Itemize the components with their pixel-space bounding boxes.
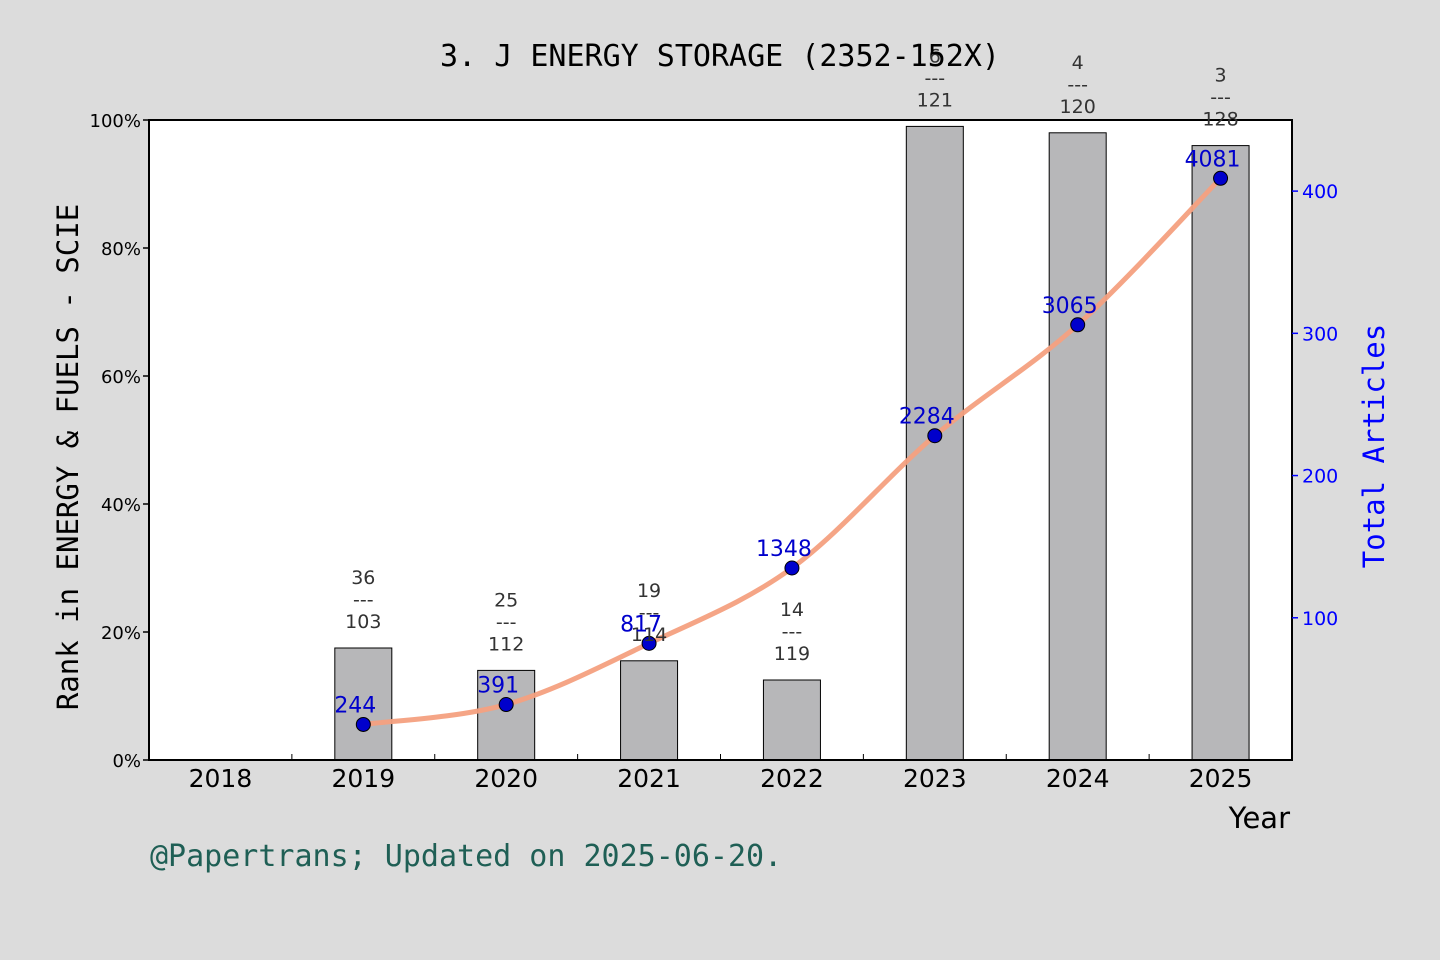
- rank-label-separator: ---: [496, 611, 517, 633]
- rank-label-separator: ---: [639, 602, 660, 624]
- rank-label-total: 128: [1202, 109, 1238, 131]
- rank-label-separator: ---: [1067, 74, 1088, 96]
- point-label-2024: 3065: [1042, 294, 1098, 319]
- line-layer: [355, 170, 1229, 732]
- rank-label-total: 120: [1060, 96, 1096, 118]
- x-tick-label-2018: 2018: [189, 764, 253, 793]
- left-tick-label: 0%: [112, 751, 141, 772]
- x-tick-label-2019: 2019: [332, 764, 396, 793]
- right-tick-label: 200: [1302, 466, 1338, 488]
- left-tick-label: 40%: [101, 495, 141, 516]
- left-tick-label: 100%: [90, 111, 141, 132]
- x-tick-label-2022: 2022: [760, 764, 824, 793]
- x-axis-label: Year: [1228, 801, 1290, 835]
- rank-label-total: 103: [345, 611, 381, 633]
- bar-2024: [1048, 132, 1107, 761]
- rank-label-total: 119: [774, 643, 810, 665]
- bar-2020: [477, 669, 536, 761]
- rank-label-separator: ---: [353, 589, 374, 611]
- x-tick-label-2024: 2024: [1046, 764, 1110, 793]
- rank-label-separator: ---: [782, 621, 803, 643]
- x-tick-label-2025: 2025: [1189, 764, 1253, 793]
- x-tick-label-2023: 2023: [903, 764, 967, 793]
- chart-title: 3. J ENERGY STORAGE (2352-152X): [440, 39, 1000, 74]
- left-axis: 0% 20% 40% 60% 80% 100%: [90, 111, 149, 772]
- rank-label-rank: 6: [929, 45, 941, 67]
- rank-label-total: 114: [631, 624, 667, 646]
- point-2021: [641, 635, 657, 651]
- y-axis-right-label: Total Articles: [1357, 324, 1391, 568]
- right-axis: 100 200 300 400: [1292, 181, 1338, 630]
- left-tick-label: 80%: [101, 239, 141, 260]
- point-2020: [498, 697, 514, 713]
- rank-label-separator: ---: [1210, 87, 1231, 109]
- left-tick-label: 60%: [101, 367, 141, 388]
- plot-area: [149, 120, 1292, 760]
- point-label-2020: 391: [477, 674, 519, 699]
- point-2019: [355, 716, 371, 732]
- point-2025: [1213, 170, 1229, 186]
- left-tick-label: 20%: [101, 623, 141, 644]
- y-axis-left-label: Rank in ENERGY & FUELS - SCIE: [51, 204, 85, 710]
- rank-label-rank: 3: [1215, 65, 1227, 87]
- bar-2019: [334, 647, 393, 761]
- x-axis: 2018 2019 2020 2021 2022 2023 2024 2025: [189, 754, 1253, 793]
- rank-label-separator: ---: [925, 67, 946, 89]
- point-label-2021: 817: [620, 612, 662, 637]
- right-tick-label: 300: [1302, 323, 1338, 345]
- right-tick-label: 100: [1302, 608, 1338, 630]
- rank-label-rank: 14: [780, 599, 804, 621]
- bar-2021: [620, 660, 679, 761]
- x-tick-label-2021: 2021: [617, 764, 681, 793]
- bar-2022: [762, 679, 821, 761]
- point-label-2025: 4081: [1185, 147, 1241, 172]
- point-2022: [784, 560, 800, 576]
- point-2023: [927, 428, 943, 444]
- rank-label-rank: 36: [351, 567, 375, 589]
- point-label-2019: 244: [334, 693, 376, 718]
- x-tick-label-2020: 2020: [474, 764, 538, 793]
- point-2024: [1070, 317, 1086, 333]
- rank-label-rank: 25: [494, 589, 518, 611]
- rank-label-total: 121: [917, 89, 953, 111]
- data-labels-layer: 103---36112---25114---19119---14121---61…: [334, 45, 1240, 718]
- footer-credit: @Papertrans; Updated on 2025-06-20.: [150, 839, 782, 874]
- point-label-2022: 1348: [756, 537, 812, 562]
- right-tick-label: 400: [1302, 181, 1338, 203]
- bar-2025: [1191, 145, 1250, 761]
- rank-label-rank: 4: [1072, 52, 1084, 74]
- rank-label-total: 112: [488, 633, 524, 655]
- rank-label-rank: 19: [637, 580, 661, 602]
- point-label-2023: 2284: [899, 405, 955, 430]
